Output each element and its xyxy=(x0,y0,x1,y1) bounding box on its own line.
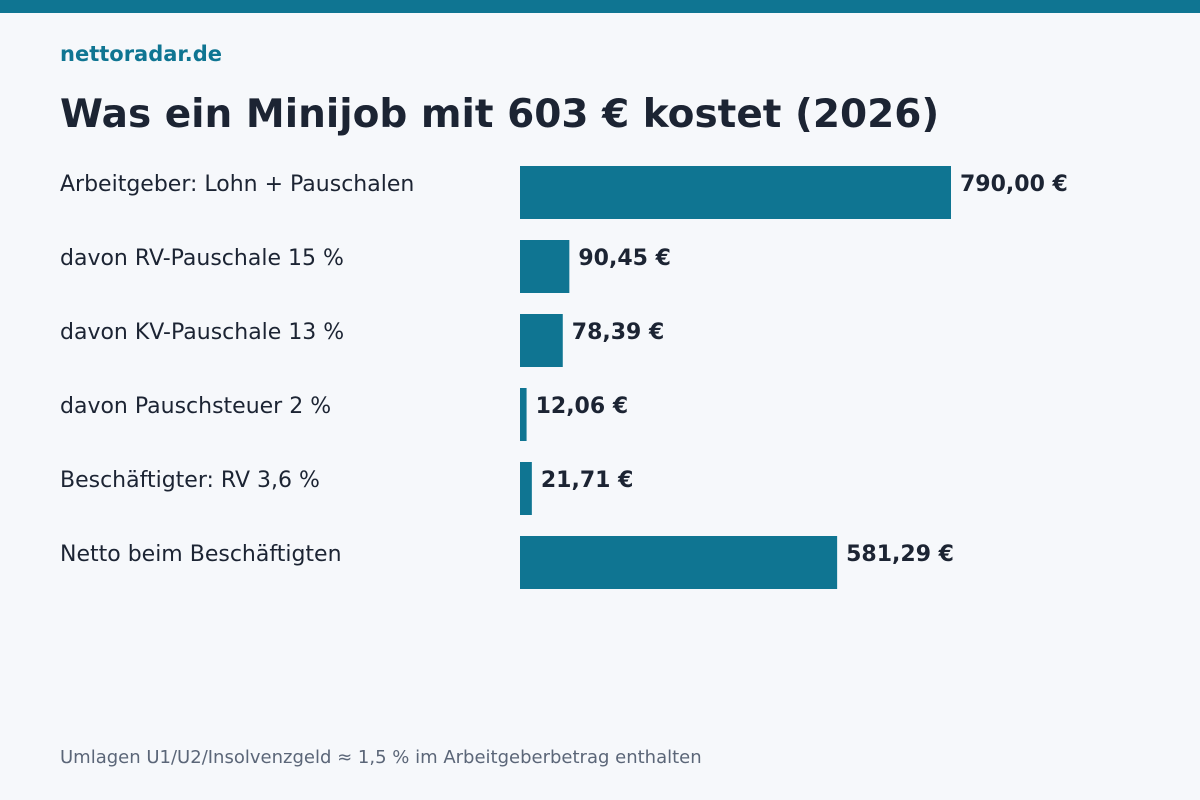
bar xyxy=(520,536,838,589)
category-label: davon Pauschsteuer 2 % xyxy=(60,394,331,419)
chart-title: Was ein Minijob mit 603 € kostet (2026) xyxy=(60,92,940,137)
bar xyxy=(520,240,570,293)
value-label: 12,06 € xyxy=(536,394,629,419)
value-label: 78,39 € xyxy=(572,320,665,345)
bar xyxy=(520,314,563,367)
bar xyxy=(520,462,532,515)
brand-name: nettoradar.de xyxy=(60,42,223,66)
bar xyxy=(520,388,527,441)
value-label: 790,00 € xyxy=(960,172,1068,197)
value-label: 21,71 € xyxy=(541,468,634,493)
value-label: 581,29 € xyxy=(846,542,954,567)
bar xyxy=(520,166,951,219)
category-label: davon KV-Pauschale 13 % xyxy=(60,320,344,345)
category-label: Beschäftigter: RV 3,6 % xyxy=(60,468,320,493)
category-label: Netto beim Beschäftigten xyxy=(60,542,342,567)
category-label: Arbeitgeber: Lohn + Pauschalen xyxy=(60,172,414,197)
top-accent-bar xyxy=(0,0,1200,13)
value-label: 90,45 € xyxy=(578,246,671,271)
category-label: davon RV-Pauschale 15 % xyxy=(60,246,344,271)
footnote: Umlagen U1/U2/Insolvenzgeld ≈ 1,5 % im A… xyxy=(60,747,702,768)
